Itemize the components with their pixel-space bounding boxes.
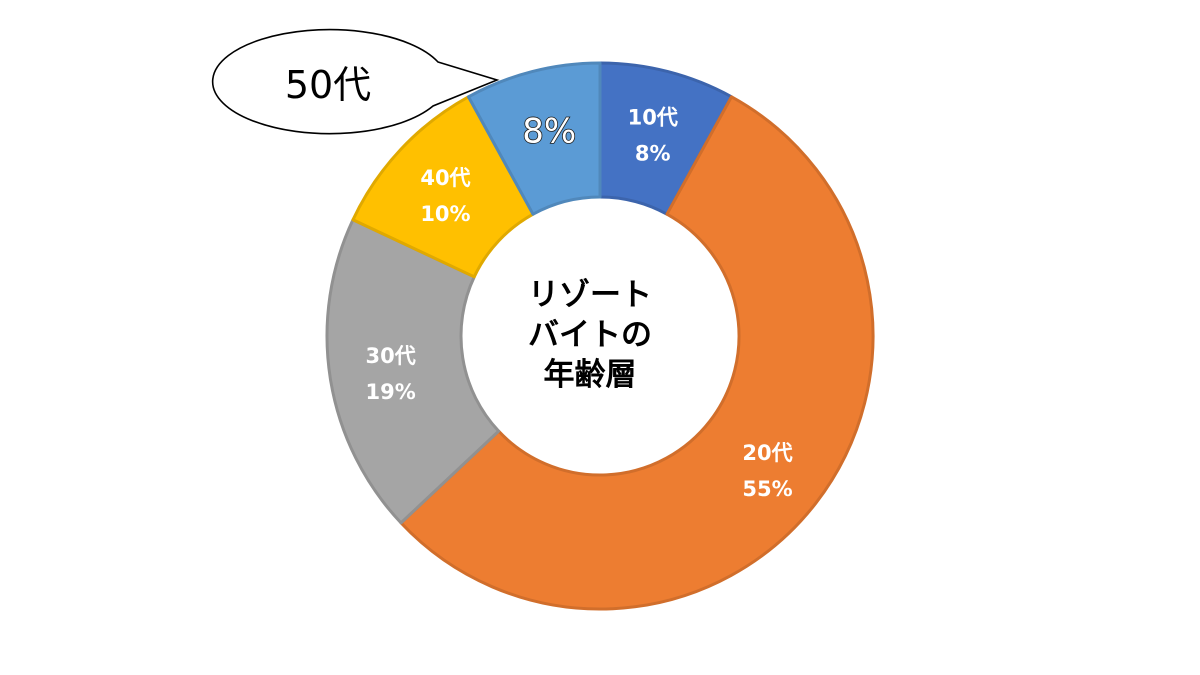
slices-group	[325, 61, 875, 611]
center-title-line-1: リゾート	[528, 277, 652, 313]
slice-value-30代: 19%	[365, 380, 415, 404]
slice-20代	[399, 95, 875, 611]
center-title-line-2: バイトの	[528, 317, 652, 353]
slice-50代	[466, 61, 602, 216]
center-title-line-3: 年齢層	[544, 357, 637, 393]
slice-name-40代: 40代	[420, 166, 470, 190]
slice-30代	[325, 218, 501, 525]
slice-value-50代: 8%	[522, 112, 576, 152]
slice-name-10代: 10代	[628, 106, 678, 130]
slice-name-30代: 30代	[365, 344, 415, 368]
callout-label: 50代	[285, 63, 371, 107]
slice-value-10代: 8%	[635, 142, 671, 166]
slice-name-20代: 20代	[742, 441, 792, 465]
center-title: リゾート バイトの 年齢層	[528, 277, 652, 393]
callout-50s: 50代	[211, 28, 500, 135]
slice-value-40代: 10%	[420, 202, 470, 226]
slice-value-20代: 55%	[742, 477, 792, 501]
labels-group: 10代 8% 20代 55% 30代 19% 40代 10% 8%	[365, 106, 792, 501]
callout-bubble	[211, 28, 500, 135]
